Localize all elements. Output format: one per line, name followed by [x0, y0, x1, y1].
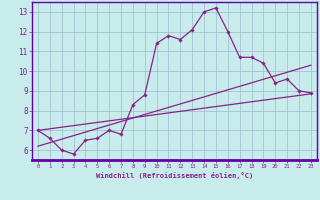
X-axis label: Windchill (Refroidissement éolien,°C): Windchill (Refroidissement éolien,°C): [96, 172, 253, 179]
